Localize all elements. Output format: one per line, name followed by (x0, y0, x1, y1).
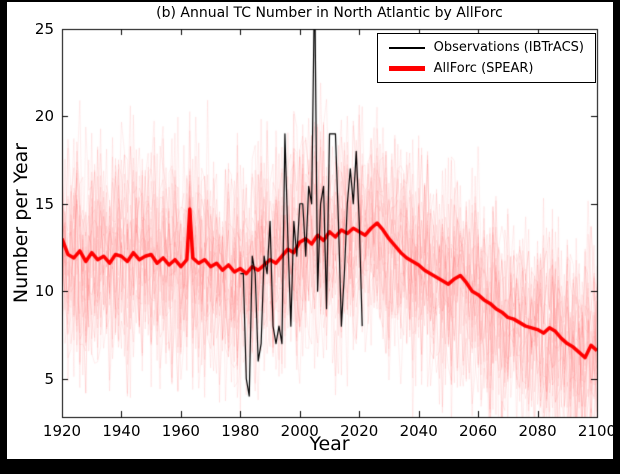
x-tick-label: 1940 (102, 422, 141, 440)
x-axis-label: Year (309, 433, 350, 455)
legend-item-observations: Observations (IBTrACS) (388, 40, 584, 55)
x-tick-label: 2020 (340, 422, 379, 440)
y-tick-label: 5 (44, 369, 54, 388)
legend: Observations (IBTrACS) AllForc (SPEAR) (376, 33, 596, 83)
legend-label-allforc: AllForc (SPEAR) (433, 61, 534, 76)
legend-item-allforc: AllForc (SPEAR) (388, 61, 584, 76)
legend-label-observations: Observations (IBTrACS) (433, 40, 584, 55)
chart-title: (b) Annual TC Number in North Atlantic b… (156, 5, 503, 21)
y-tick-label: 15 (34, 194, 54, 213)
y-tick-label: 20 (34, 107, 54, 126)
x-tick-label: 2080 (518, 422, 557, 440)
x-tick-label: 1980 (221, 422, 260, 440)
x-tick-label: 1920 (42, 422, 82, 440)
y-tick-label: 10 (34, 282, 54, 301)
y-axis-label: Number per Year (10, 142, 32, 304)
y-tick-label: 25 (34, 20, 54, 38)
x-tick-label: 1960 (161, 422, 200, 440)
legend-swatch-observations (388, 46, 425, 49)
x-tick-label: 2000 (280, 422, 319, 440)
figure: (b) Annual TC Number in North Atlantic b… (7, 2, 617, 459)
x-tick-label: 2100 (577, 422, 617, 440)
x-tick-label: 2040 (399, 422, 438, 440)
legend-swatch-allforc (388, 66, 425, 71)
x-tick-label: 2060 (459, 422, 498, 440)
